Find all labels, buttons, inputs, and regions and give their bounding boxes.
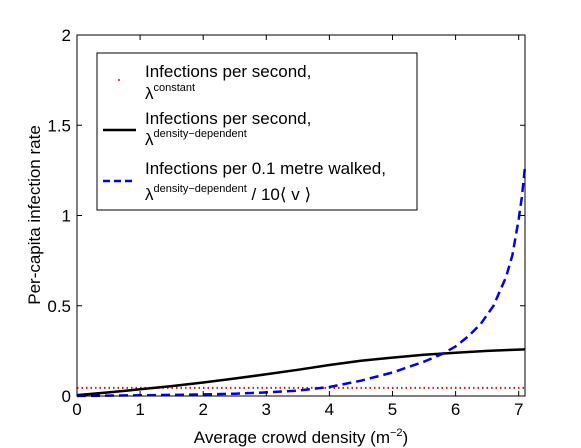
y-tick-label: 1.5 (47, 116, 71, 135)
legend-entry-per-metre-line1: Infections per 0.1 metre walked, (145, 159, 386, 178)
legend-entry-density-dependent-line2: λdensity−dependent (145, 128, 247, 149)
legend-entry-constant-line1: Infections per second, (145, 62, 311, 81)
x-tick-label: 5 (388, 400, 397, 419)
y-tick-label: 1 (62, 207, 71, 226)
legend-entry-density-dependent-line1: Infections per second, (145, 109, 311, 128)
legend: Infections per second, λconstant Infecti… (96, 52, 418, 211)
y-tick-label: 2 (62, 26, 71, 45)
x-tick-label: 7 (514, 400, 523, 419)
x-tick-label: 6 (451, 400, 460, 419)
axis-tick-labels: 0 1 2 3 4 5 6 7 0 0.5 1 1.5 2 (47, 26, 523, 419)
series-per-metre-line (76, 166, 527, 398)
series-density-dependent-line (76, 348, 526, 397)
x-tick-label: 3 (262, 400, 271, 419)
x-tick-label: 4 (325, 400, 334, 419)
legend-entry-per-metre-line2: λdensity−dependent / 10⟨ v ⟩ (145, 183, 311, 204)
legend-box (96, 52, 418, 211)
x-tick-label: 1 (135, 400, 144, 419)
y-axis-label: Per-capita infection rate (25, 125, 44, 305)
x-tick-label: 2 (198, 400, 207, 419)
legend-entry-constant-line2: λconstant (145, 82, 195, 103)
y-tick-label: 0 (62, 387, 71, 406)
plot-series (76, 166, 527, 398)
y-tick-label: 0.5 (47, 297, 71, 316)
x-axis-label: Average crowd density (m−2) (194, 427, 408, 447)
axis-ticks (76, 34, 525, 397)
x-tick-label: 0 (72, 400, 81, 419)
